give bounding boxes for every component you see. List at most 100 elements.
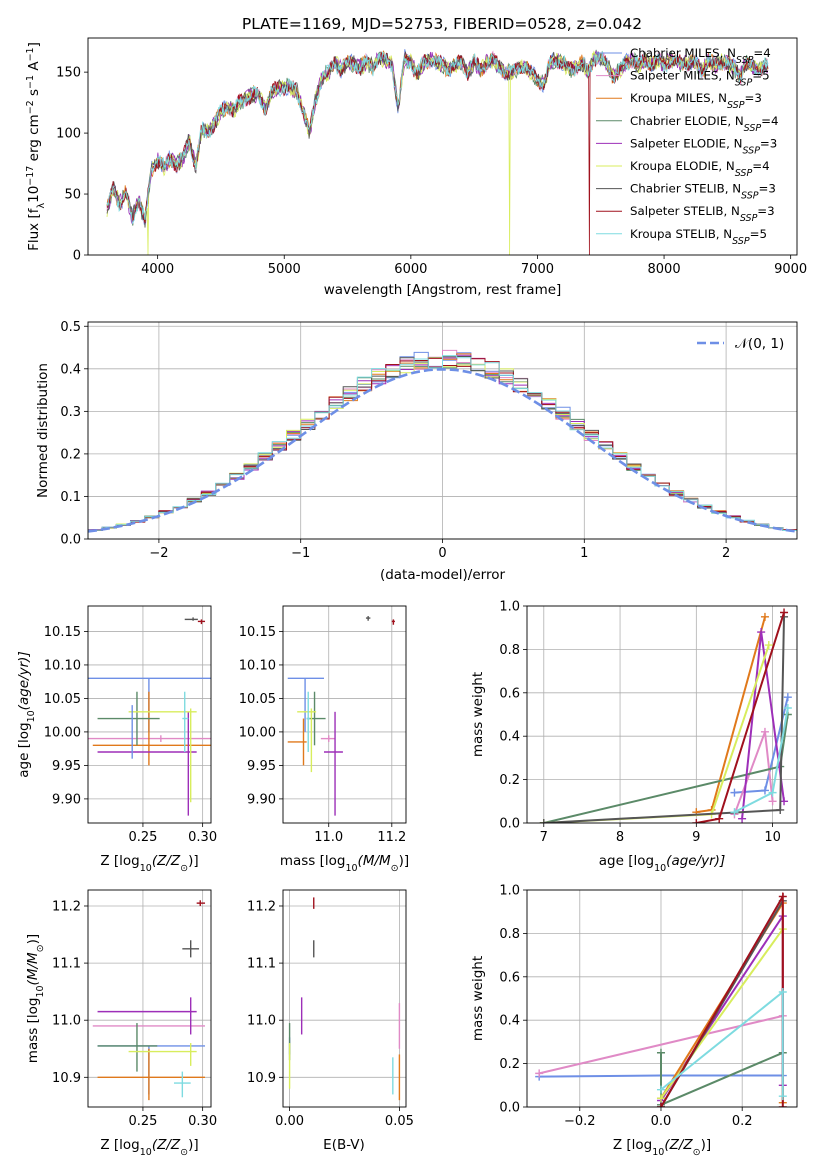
- x-tick-label: 4000: [141, 262, 174, 277]
- y-tick-label: 11.0: [52, 1014, 81, 1029]
- x-tick-label: 0: [438, 546, 446, 561]
- y-tick-label: 0.0: [499, 817, 520, 832]
- x-axis-label: Z [log10(Z/Z⊙)]: [100, 853, 198, 874]
- x-tick-label: 0.00: [275, 1114, 304, 1129]
- x-axis-label: E(B-V): [323, 1137, 365, 1153]
- weight-marker: [535, 1069, 544, 1078]
- axes-frame: [282, 605, 407, 824]
- y-tick-label: 11.0: [247, 1014, 276, 1029]
- x-tick-label: 0.30: [188, 830, 217, 845]
- axes-frame: [526, 605, 798, 824]
- x-tick-label: 5000: [268, 262, 301, 277]
- errorbars: [287, 616, 395, 816]
- y-tick-label: 10.10: [44, 658, 81, 673]
- x-axis-label: wavelength [Angstrom, rest frame]: [324, 282, 562, 298]
- x-tick-label: 10: [764, 830, 781, 845]
- y-tick-label: 0.1: [60, 490, 81, 505]
- y-tick-label: 50: [64, 188, 81, 203]
- weight-marker: [539, 819, 548, 823]
- y-tick-label: 1.0: [499, 600, 520, 615]
- y-tick-label: 10.00: [239, 725, 276, 740]
- axes-frame: [87, 37, 798, 256]
- x-tick-label: 11.0: [314, 830, 343, 845]
- axes-frame: [87, 889, 212, 1108]
- figure-title: PLATE=1169, MJD=52753, FIBERID=0528, z=0…: [242, 15, 642, 33]
- legend-entry: Chabrier STELIB, NSSP=3: [630, 182, 776, 202]
- axes-frame: [526, 889, 798, 1108]
- y-tick-label: 0.4: [499, 730, 520, 745]
- x-tick-label: 1: [580, 546, 588, 561]
- y-tick-label: 10.9: [52, 1071, 81, 1086]
- legend-entry: Salpeter ELODIE, NSSP=3: [630, 136, 777, 156]
- x-tick-label: 8: [616, 830, 624, 845]
- weight-marker: [778, 892, 787, 901]
- y-tick-label: 10.05: [239, 692, 276, 707]
- x-axis-label: Z [log10(Z/Z⊙)]: [100, 1137, 198, 1158]
- spectrum-line-kroupa-stelib: [106, 50, 769, 225]
- y-axis-label: age [log10(age/yr)]: [16, 651, 37, 777]
- y-tick-label: 10.00: [44, 725, 81, 740]
- x-tick-label: 9: [692, 830, 700, 845]
- legend: Chabrier MILES, NSSP=4 Salpeter MILES, NS…: [596, 46, 779, 246]
- x-tick-label: 0.0: [651, 1114, 672, 1129]
- y-tick-label: 0.4: [499, 1014, 520, 1029]
- y-tick-label: 1.0: [499, 884, 520, 899]
- weight-marker: [757, 628, 766, 637]
- weight-marker: [656, 1094, 665, 1103]
- y-axis-label: mass [log10(M/M⊙)]: [25, 934, 46, 1063]
- weight-marker: [768, 797, 777, 806]
- y-axis-label: mass weight: [470, 956, 486, 1041]
- y-tick-label: 0.0: [499, 1101, 520, 1116]
- weight-marker: [730, 808, 739, 817]
- gaussian-curve: [88, 367, 797, 533]
- legend-entry: Chabrier MILES, NSSP=4: [630, 46, 771, 66]
- y-tick-label: 0.8: [499, 927, 520, 942]
- weight-marker: [760, 612, 769, 621]
- panel-residuals: −2 −1 0 1 2 0.0 0.1 0.2 0.3 0.4 0.5 (data-model)/er…: [35, 320, 798, 583]
- legend-entry: Salpeter STELIB, NSSP=3: [630, 204, 775, 224]
- y-tick-label: 9.95: [247, 759, 276, 774]
- weight-marker: [780, 608, 789, 617]
- y-axis-label: Normed distribution: [35, 363, 51, 498]
- x-tick-label: 0.25: [128, 830, 157, 845]
- legend-entry: Kroupa ELODIE, NSSP=4: [630, 159, 770, 179]
- weight-marker: [730, 788, 739, 797]
- legend-entry: Kroupa MILES, NSSP=3: [630, 91, 762, 111]
- weight-marker: [656, 1048, 665, 1057]
- weight-lines: [535, 892, 787, 1107]
- y-tick-label: 10.15: [239, 625, 276, 640]
- panel-spectrum: 4000 5000 6000 7000 8000 9000 0 50 100 150 wavelen…: [25, 37, 807, 298]
- panel-mass-vs-Z: 0.25 0.30 10.9 11.0 11.1 11.2 Z [log10(Z/Z⊙)] m…: [25, 889, 217, 1158]
- errorbars: [288, 897, 401, 1101]
- x-tick-label: 8000: [648, 262, 681, 277]
- histogram-kroupa-stelib: [88, 355, 797, 539]
- y-tick-label: 0.0: [60, 533, 81, 548]
- y-tick-label: 10.05: [44, 692, 81, 707]
- legend-entry: 𝒩(0, 1): [735, 336, 784, 352]
- weight-line: [660, 1051, 784, 1107]
- x-tick-label: 2: [722, 546, 730, 561]
- x-tick-label: −0.2: [564, 1114, 596, 1129]
- weight-marker: [778, 1103, 787, 1107]
- x-axis-label: (data-model)/error: [380, 567, 506, 583]
- x-tick-label: 11.2: [377, 830, 406, 845]
- histograms: [88, 349, 797, 539]
- panel-weight-vs-age: 7 8 9 10 0.0 0.2 0.4 0.6 0.8 1.0 age [log10(age/yr…: [470, 600, 798, 874]
- y-tick-label: 0.2: [499, 1057, 520, 1072]
- errorbars: [92, 900, 206, 1101]
- axes-frame: [87, 605, 212, 824]
- y-tick-label: 0.2: [499, 773, 520, 788]
- weight-marker: [760, 727, 769, 736]
- y-tick-label: 11.2: [247, 899, 276, 914]
- y-tick-label: 0.6: [499, 686, 520, 701]
- y-tick-label: 0.6: [499, 970, 520, 985]
- x-tick-label: 6000: [394, 262, 427, 277]
- weight-lines: [539, 608, 792, 823]
- y-tick-label: 9.95: [52, 759, 81, 774]
- y-tick-label: 0: [73, 249, 81, 264]
- x-tick-label: 0.25: [128, 1114, 157, 1129]
- y-tick-label: 0.3: [60, 405, 81, 420]
- axes-frame: [282, 889, 407, 1108]
- y-axis-label: Flux [fλ10−17 erg cm−2 s−1 A−1]: [25, 42, 47, 251]
